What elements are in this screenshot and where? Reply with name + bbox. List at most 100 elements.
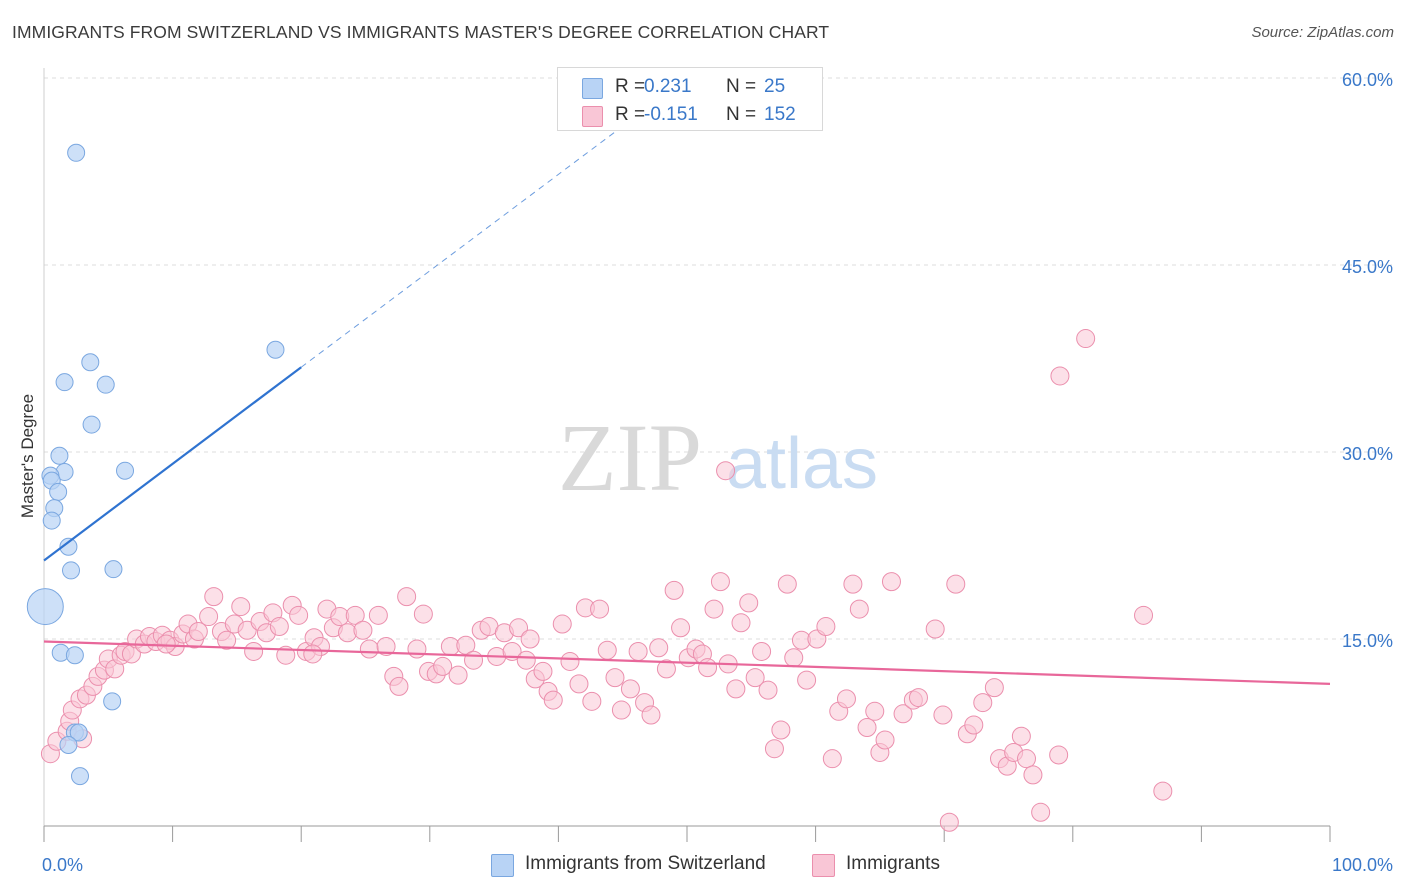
immigrants-point — [353, 620, 373, 640]
immigrants-point — [933, 705, 953, 725]
legend-swatch-pink — [582, 106, 603, 127]
switzerland-point — [82, 415, 101, 434]
immigrants-point — [552, 614, 572, 634]
immigrants-point — [764, 739, 784, 759]
immigrants-point — [368, 605, 388, 625]
immigrants-point — [204, 587, 224, 607]
n-value: 152 — [764, 104, 796, 125]
immigrants-point — [726, 679, 746, 699]
immigrants-point — [464, 650, 484, 670]
immigrants-point — [359, 639, 379, 659]
legend-swatch-blue — [491, 854, 514, 877]
immigrants-point — [448, 665, 468, 685]
switzerland-point — [42, 511, 61, 530]
immigrants-point — [784, 648, 804, 668]
immigrants-point — [516, 650, 536, 670]
immigrants-point — [590, 599, 610, 619]
immigrants-point — [620, 679, 640, 699]
switzerland-point — [81, 353, 100, 372]
y-tick-label: 15.0% — [1342, 631, 1393, 651]
immigrants-point — [582, 691, 602, 711]
r-value: -0.151 — [644, 104, 698, 125]
immigrants-point — [597, 640, 617, 660]
y-tick-label: 60.0% — [1342, 70, 1393, 90]
immigrants-point — [865, 701, 885, 721]
switzerland-point — [103, 692, 122, 711]
immigrants-point — [217, 630, 237, 650]
switzerland-point — [67, 143, 86, 162]
series-switzerland — [26, 143, 285, 786]
immigrants-point — [1076, 329, 1096, 349]
immigrants-point — [797, 670, 817, 690]
immigrants-point — [1023, 765, 1043, 785]
immigrants-point — [456, 635, 476, 655]
switzerland-point — [116, 461, 135, 480]
immigrants-point — [739, 593, 759, 613]
immigrants-point — [710, 572, 730, 592]
immigrants-point — [397, 587, 417, 607]
switzerland-point — [26, 588, 64, 626]
immigrants-point — [843, 574, 863, 594]
switzerland-trend-line — [43, 366, 302, 562]
immigrants-point — [973, 693, 993, 713]
immigrants-point — [849, 599, 869, 619]
legend-swatch-blue — [582, 78, 603, 99]
immigrants-point — [649, 638, 669, 658]
r-label: R = — [615, 76, 646, 97]
immigrants-point — [1153, 781, 1173, 801]
immigrants-point — [520, 629, 540, 649]
immigrants-point — [1049, 745, 1069, 765]
watermark-zip: ZIP — [558, 404, 702, 511]
immigrants-point — [893, 704, 913, 724]
y-axis-label: Master's Degree — [18, 394, 37, 518]
immigrants-point — [376, 636, 396, 656]
immigrants-point — [875, 730, 895, 750]
immigrants-point — [1031, 802, 1051, 822]
switzerland-point — [266, 340, 285, 359]
switzerland-point — [59, 537, 78, 556]
immigrants-point — [289, 605, 309, 625]
immigrants-point — [269, 617, 289, 637]
immigrants-point — [231, 597, 251, 617]
immigrants-point — [656, 659, 676, 679]
immigrants-point — [1017, 749, 1037, 769]
immigrants-point — [881, 572, 901, 592]
immigrants-point — [433, 656, 453, 676]
immigrants-point — [1050, 366, 1070, 386]
immigrants-point — [671, 618, 691, 638]
trend-lines — [43, 77, 1331, 685]
immigrants-point — [611, 700, 631, 720]
grid-lines — [44, 77, 1394, 640]
immigrants-point — [745, 668, 765, 688]
immigrants-point — [777, 574, 797, 594]
n-value: 25 — [764, 76, 786, 97]
immigrants-point — [244, 641, 264, 661]
switzerland-point — [65, 646, 84, 665]
n-label: N = — [726, 76, 757, 97]
legend-swatch-pink — [812, 854, 835, 877]
immigrants-point — [836, 689, 856, 709]
immigrants-point — [628, 641, 648, 661]
switzerland-point — [59, 735, 78, 754]
immigrants-point — [716, 461, 736, 481]
x-tick-label: 0.0% — [42, 855, 83, 875]
immigrants-point — [704, 599, 724, 619]
immigrants-point — [758, 680, 778, 700]
immigrants-point — [560, 651, 580, 671]
immigrants-point — [156, 634, 176, 654]
legend-label: Immigrants — [846, 853, 940, 874]
immigrants-point — [816, 617, 836, 637]
immigrants-point — [641, 705, 661, 725]
switzerland-point — [55, 373, 74, 392]
immigrants-point — [1134, 605, 1154, 625]
immigrants-point — [771, 720, 791, 740]
switzerland-point — [49, 482, 68, 501]
switzerland-point — [69, 723, 88, 742]
immigrants-point — [389, 676, 409, 696]
switzerland-point — [104, 560, 123, 579]
immigrants-point — [939, 812, 959, 832]
immigrants-point — [925, 619, 945, 639]
switzerland-point — [71, 767, 90, 786]
immigrants-point — [407, 639, 427, 659]
immigrants-point — [822, 749, 842, 769]
